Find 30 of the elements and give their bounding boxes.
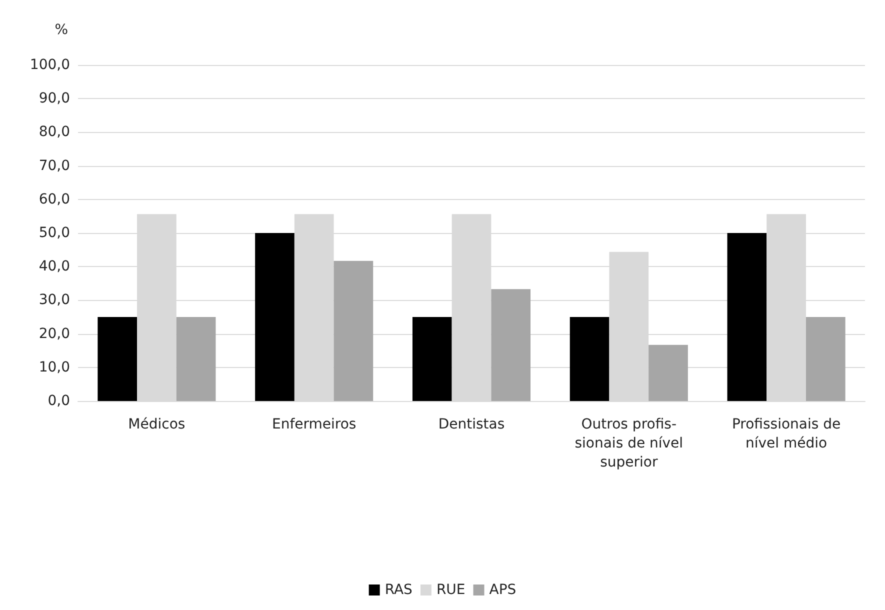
bar (806, 317, 846, 401)
bar (334, 260, 374, 401)
bar (570, 317, 610, 401)
bar (98, 317, 138, 401)
bar (491, 289, 531, 401)
y-tick-label: 90,0 (38, 90, 70, 107)
x-tick-label: Profissionais de nível médio (732, 416, 841, 452)
y-tick-label: 30,0 (38, 292, 70, 308)
bar (255, 233, 294, 401)
y-tick-label: 60,0 (38, 191, 70, 208)
legend-label: APS (489, 582, 516, 598)
y-tick-label: 70,0 (38, 158, 70, 174)
bar (176, 317, 216, 401)
y-tick-label: 50,0 (38, 225, 70, 241)
y-tick-label: 0,0 (48, 393, 70, 409)
x-tick-label: Enfermeiros (272, 416, 356, 432)
y-tick-label: 40,0 (38, 258, 70, 275)
y-tick-label: 100,0 (30, 57, 70, 73)
y-tick-label: 10,0 (38, 359, 70, 376)
x-tick-label: Outros profis- sionais de nível superior (574, 416, 684, 470)
x-tick-label: Dentistas (438, 416, 505, 432)
bar (412, 317, 452, 401)
y-tick-label: 80,0 (38, 124, 70, 140)
legend-label: RUE (436, 582, 466, 598)
x-tick-label: Médicos (128, 416, 186, 432)
legend-label: RAS (384, 582, 413, 598)
bar (648, 344, 688, 401)
y-tick-label: 20,0 (38, 326, 70, 342)
bar (727, 233, 767, 401)
y-axis-title: % (54, 22, 68, 38)
